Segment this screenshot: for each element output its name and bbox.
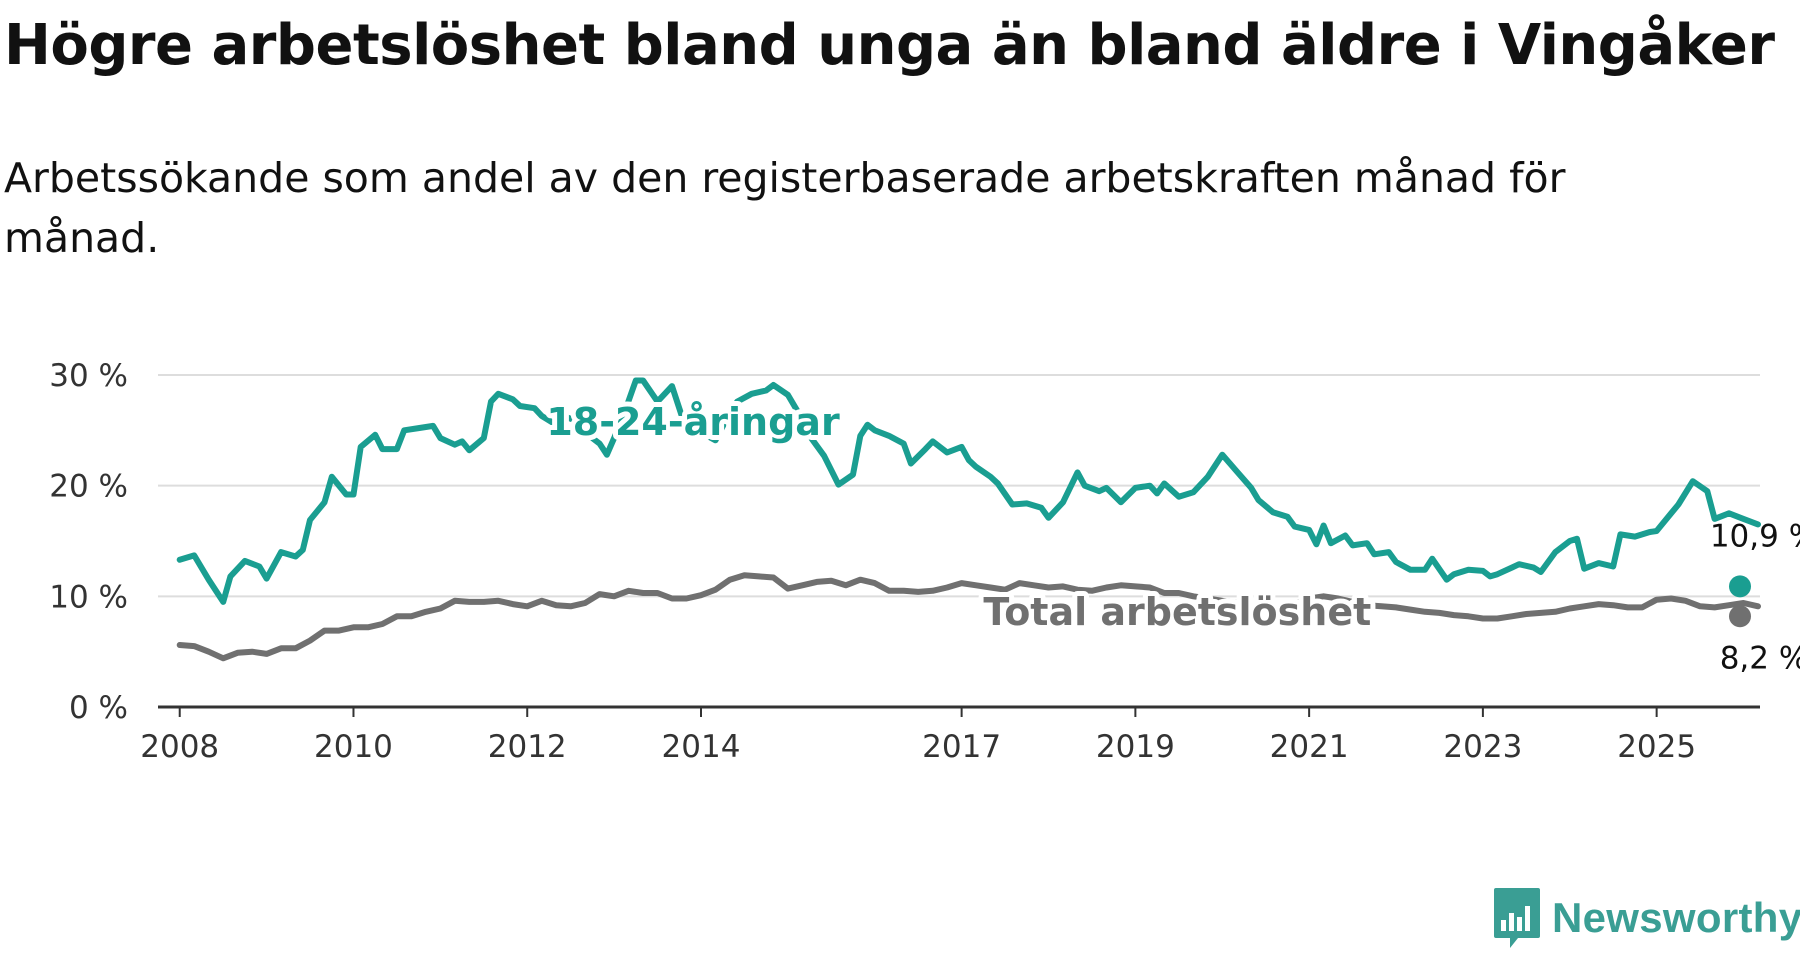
- series-label-total: Total arbetslöshet: [983, 590, 1371, 634]
- end-value-label-youth: 10,9 %: [1710, 518, 1800, 554]
- x-tick-label: 2008: [140, 729, 219, 765]
- y-axis: 0 % 10 % 20 % 30 %: [49, 358, 128, 726]
- end-value-label-total: 8,2 %: [1720, 640, 1800, 676]
- y-tick-label: 20 %: [49, 469, 128, 505]
- series-labels: 18-24-åringar Total arbetslöshet: [541, 395, 1376, 639]
- chart-title: Högre arbetslöshet bland unga än bland ä…: [4, 13, 1775, 78]
- brand-logo: Newsworthy: [1492, 883, 1800, 953]
- y-tick-label: 0 %: [69, 690, 128, 726]
- x-tick-label: 2025: [1617, 729, 1696, 765]
- end-marker-youth: [1729, 575, 1751, 598]
- chart-gridlines: [158, 374, 1760, 598]
- x-tick-label: 2021: [1270, 729, 1349, 765]
- y-tick-label: 30 %: [49, 358, 128, 394]
- newsworthy-logo-icon: [1494, 888, 1540, 948]
- brand-name: Newsworthy: [1552, 894, 1800, 941]
- x-tick-label: 2017: [922, 729, 1001, 765]
- x-tick-label: 2019: [1096, 729, 1175, 765]
- series-line-youth: [176, 377, 1761, 605]
- series-label-youth: 18-24-åringar: [546, 400, 840, 444]
- x-tick-label: 2014: [662, 729, 741, 765]
- x-tick-label: 2023: [1443, 729, 1522, 765]
- series-lines: [176, 377, 1761, 662]
- y-tick-label: 10 %: [49, 579, 128, 615]
- end-marker-total: [1729, 605, 1751, 628]
- x-tick-label: 2010: [314, 729, 393, 765]
- series-line-total: [176, 572, 1761, 662]
- chart-subtitle: Arbetssökande som andel av den registerb…: [4, 154, 1566, 262]
- x-tick-label: 2012: [488, 729, 567, 765]
- x-axis: 2008 2010 2012 2014 2017 2019 2021 2023 2025: [140, 707, 1696, 765]
- end-markers: 10,9 % 8,2 %: [1710, 518, 1800, 676]
